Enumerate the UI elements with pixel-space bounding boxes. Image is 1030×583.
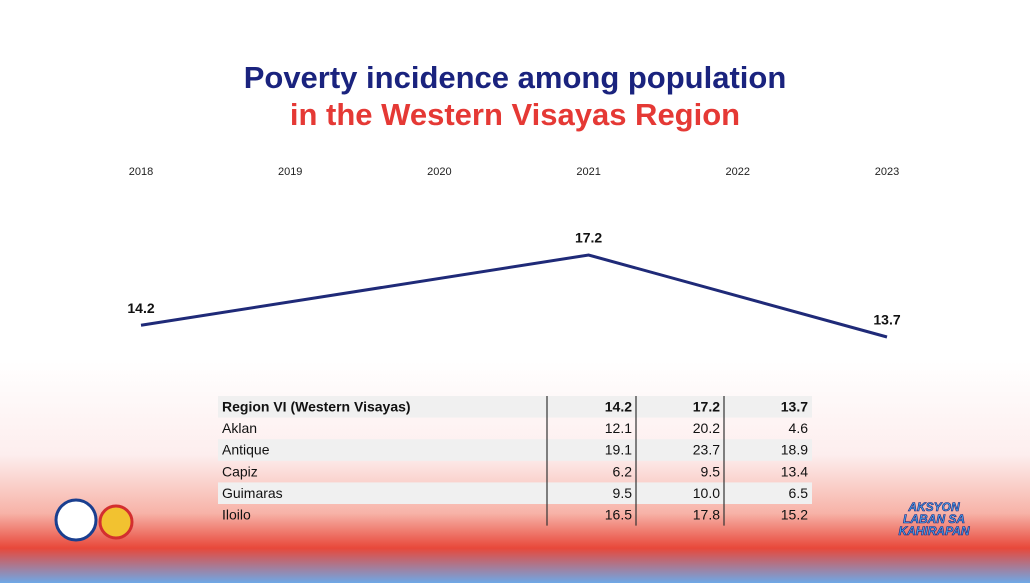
table-cell: 9.5 <box>613 485 633 501</box>
table-cell: 6.2 <box>613 463 633 479</box>
table-cell: Guimaras <box>222 485 283 501</box>
table-cell: Aklan <box>222 420 257 436</box>
logo <box>98 504 134 540</box>
x-tick-label: 2019 <box>278 166 302 178</box>
table-cell: 10.0 <box>693 485 720 501</box>
table-row-bg <box>218 396 812 418</box>
table-row-bg <box>218 482 812 504</box>
chart-subtitle: in the Western Visayas Region <box>290 97 740 132</box>
table-cell: 13.4 <box>781 463 808 479</box>
table-cell: 16.5 <box>605 507 632 523</box>
line <box>140 253 888 339</box>
data-label: 14.2 <box>127 300 154 316</box>
data-label: 13.7 <box>873 312 900 328</box>
table-cell: 23.7 <box>693 442 720 458</box>
table-cell: 18.9 <box>781 442 808 458</box>
chart-title: Poverty incidence among population <box>244 60 787 95</box>
table-cell: 12.1 <box>605 420 632 436</box>
x-tick-label: 2022 <box>726 166 750 178</box>
table-cell: Capiz <box>222 463 258 479</box>
x-tick-label: 2020 <box>427 166 451 178</box>
brand-text: AKSYON <box>907 500 960 514</box>
table-cell: Antique <box>222 442 270 458</box>
logo <box>54 498 98 542</box>
x-tick-label: 2021 <box>576 166 600 178</box>
table-cell: 14.2 <box>605 399 632 415</box>
table-cell: 19.1 <box>605 442 632 458</box>
table-cell: Region VI (Western Visayas) <box>222 399 411 415</box>
table-row-bg <box>218 439 812 461</box>
table-cell: 17.8 <box>693 507 720 523</box>
table-cell: 20.2 <box>693 420 720 436</box>
table-cell: 17.2 <box>693 399 720 415</box>
x-tick-label: 2023 <box>875 166 899 178</box>
table-cell: 6.5 <box>789 485 809 501</box>
brand-text: KAHIRAPAN <box>898 524 969 538</box>
data-label: 17.2 <box>575 230 602 246</box>
table-cell: 15.2 <box>781 507 808 523</box>
brand-text: LABAN SA <box>903 512 965 526</box>
table-cell: 4.6 <box>789 420 809 436</box>
table-cell: 13.7 <box>781 399 808 415</box>
x-tick-label: 2018 <box>129 166 153 178</box>
table-cell: 9.5 <box>701 463 721 479</box>
table-cell: Iloilo <box>222 507 251 523</box>
